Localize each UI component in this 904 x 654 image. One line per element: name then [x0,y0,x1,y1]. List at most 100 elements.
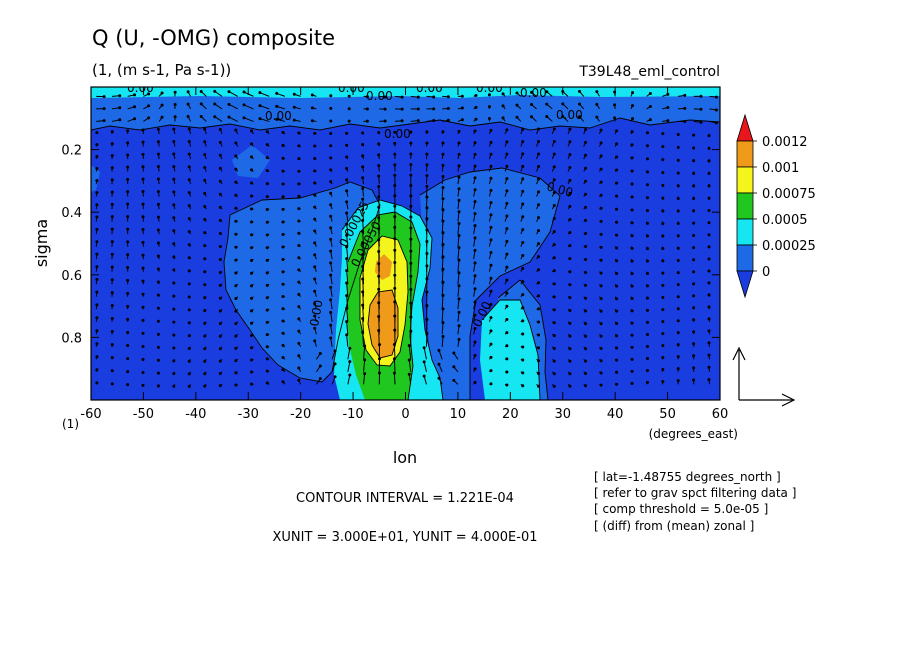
wind-vector-head [365,95,369,99]
wind-vector-head [584,232,588,236]
wind-vector-head [645,259,649,263]
wind-vector-head [676,283,680,287]
wind-vector-head [110,202,114,206]
wind-vector-head [599,128,603,132]
wind-vector-head [265,308,269,312]
wind-vector-head [441,152,445,156]
wind-vector-head [250,358,254,362]
wind-vector-head [393,130,397,134]
wind-vector-head [172,268,176,272]
wind-vector-head [489,355,493,359]
wind-vector-head [552,295,556,299]
wind-vector-head [377,195,381,199]
wind-vector-head [521,127,525,131]
wind-vector-head [584,153,588,157]
wind-vector-head [118,118,122,122]
wind-vector-head [383,119,387,123]
wind-vector-head [537,333,541,337]
wind-vector-head [281,169,285,173]
wind-vector-head [393,152,397,156]
wind-vector-head [218,192,222,196]
wind-vector-head [457,210,461,214]
wind-vector-head [645,308,649,312]
wind-vector-head [474,94,478,98]
wind-vector-head [584,283,588,287]
wind-vector-head [297,157,301,161]
wind-vector-head [537,152,541,156]
wind-vector-head [505,128,509,132]
wind-vector-head [615,194,619,198]
wind-vector-head [329,273,333,277]
wind-vector-head [297,243,301,247]
wind-vector-head [265,156,269,160]
wind-vector-head [297,194,301,198]
wind-vector-head [505,383,509,387]
wind-vector-head [218,322,222,326]
wind-vector-head [441,163,445,167]
wind-vector-head [329,249,333,253]
wind-vector-head [250,207,254,211]
wind-vector-head [425,163,429,167]
wind-vector-head [345,320,349,324]
wind-vector [330,325,333,335]
wind-vector-head [172,281,176,285]
wind-vector-head [126,291,130,295]
wind-vector-head [552,334,556,338]
wind-vector-head [110,190,114,194]
wind-vector-head [110,369,114,373]
wind-vector-head [425,304,429,308]
wind-vector-head [630,234,634,238]
wind-vector-head [378,343,382,347]
wind-vector-head [707,341,711,345]
wind-vector-head [707,329,711,333]
wind-vector-head [707,305,711,309]
wind-vector-head [521,152,525,156]
wind-vector-head [203,283,207,287]
wind-vector-head [361,290,365,294]
wind-vector-head [329,132,333,136]
wind-vector-head [441,219,445,223]
wind-vector-head [160,115,164,119]
wind-vector-head [329,323,333,327]
wind-vector-head [313,241,317,245]
wind-vector-head [313,169,317,173]
wind-vector-head [584,334,588,338]
wind-vector-head [361,229,365,233]
wind-vector-head [218,283,222,287]
wind-vector-head [361,303,365,307]
wind-vector-head [234,206,238,210]
wind-vector-head [203,204,207,208]
wind-vector-head [457,222,461,226]
wind-vector-head [530,115,534,119]
wind-vector-head [441,280,445,284]
wind-vector-head [425,240,429,244]
wind-vector-head [432,118,436,122]
wind-vector-head [329,119,333,123]
wind-vector-head [281,182,285,186]
wind-vector-head [676,197,680,201]
wind-vector-head [361,143,365,147]
wind-vector-head [110,382,114,386]
wind-vector [346,246,349,260]
wind-vector-head [584,271,588,275]
wind-vector-head [363,344,367,348]
wind-vector-head [599,206,603,210]
info-line: [ (diff) from (mean) zonal ] [594,519,754,533]
wind-vector-head [692,354,696,358]
wind-vector-head [505,201,509,205]
wind-vector [346,282,349,297]
wind-vector-head [187,204,191,208]
wind-vector [330,287,333,297]
wind-vector [362,278,365,297]
wind-vector-head [568,309,572,313]
wind-vector-head [250,194,254,198]
wind-vector-head [584,245,588,249]
wind-vector-head [441,141,445,145]
wind-vector-head [552,191,556,195]
wind-vector-head [425,252,429,256]
wind-vector-head [692,146,696,150]
experiment-label: T39L48_eml_control [578,64,720,80]
wind-vector-head [310,106,314,110]
wind-vector-head [505,214,509,218]
x-axis-unit: (degrees_east) [649,427,738,441]
